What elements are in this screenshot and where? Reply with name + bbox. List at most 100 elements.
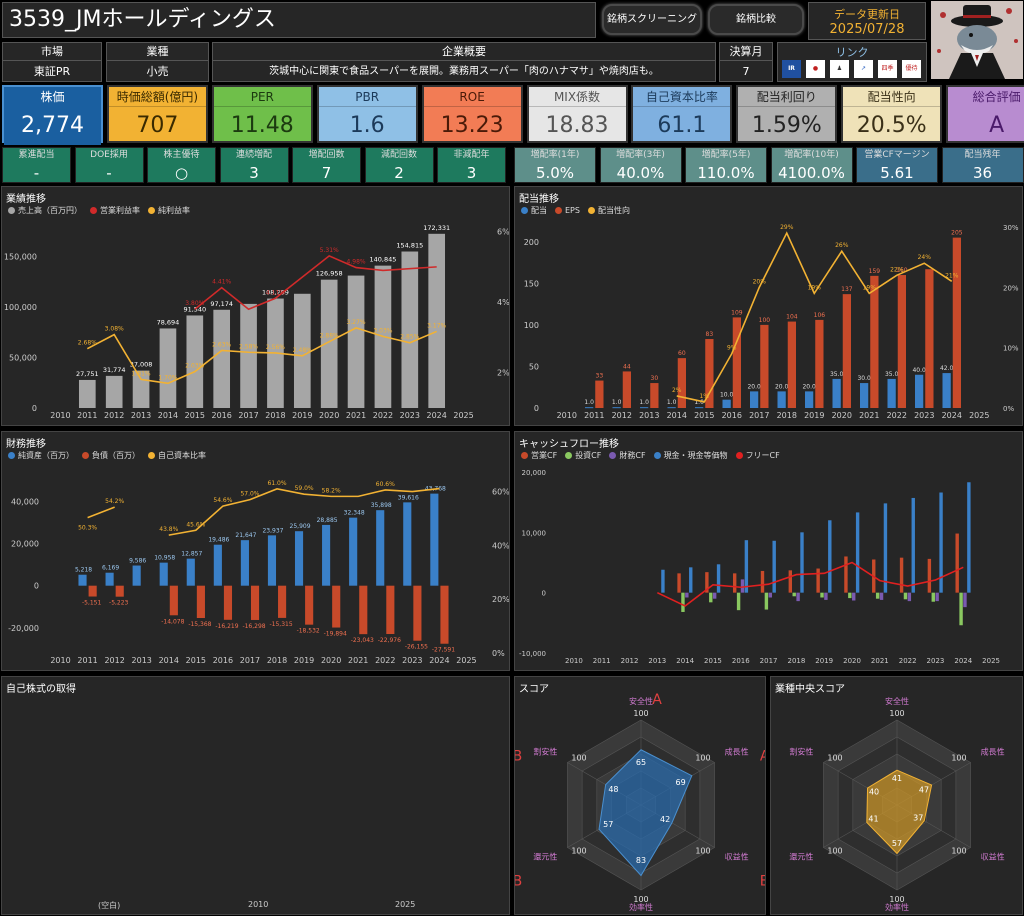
equity-bar: [132, 565, 141, 586]
legend-dot-icon: [653, 452, 661, 459]
ind-panel: 業種中央スコア 41 47 37 57 41 40 100 安全性 100 成長性 100 収益性 10…: [770, 676, 1023, 915]
kpi-label: 配当利回り: [738, 87, 836, 107]
x-tick-label: 2025: [982, 657, 1000, 665]
div-chart: 0 50 100 150 200 0% 10% 20% 30% 2010 2011 2012 2013 2…: [524, 224, 1019, 420]
kpi-card-8: 配当性向 20.5%: [841, 85, 943, 143]
dividend-data-label: 1.0: [667, 399, 677, 406]
radar-max-label: 100: [827, 754, 842, 763]
fin-legend: 純資産（百万） 負債（百万） 自己資本比率: [8, 450, 214, 461]
sales-bar: [186, 315, 204, 408]
debt-data-label: -18,532: [297, 628, 320, 635]
cash-bar: [772, 540, 776, 593]
x-tick-label: 2010: [565, 657, 583, 665]
investing-cf-bar: [820, 592, 824, 598]
radar-max-label: 100: [695, 847, 710, 856]
kabutan-link-icon[interactable]: ●: [806, 60, 825, 78]
sales-data-label: 91,540: [183, 305, 206, 313]
fin-title: 財務推移: [6, 439, 46, 450]
net-margin-data-label: 2.63%: [212, 341, 231, 348]
equity-bar: [213, 544, 222, 586]
equity-bar: [403, 502, 412, 586]
y-tick-label: 0: [534, 404, 539, 413]
chart-link-icon[interactable]: ↗: [854, 60, 873, 78]
legend-label: 純利益率: [158, 206, 190, 215]
radar-max-label: 100: [633, 709, 648, 718]
net-margin-data-label: 2.88%: [320, 333, 339, 340]
debt-data-label: -23,043: [351, 637, 374, 644]
mini-kpi-value: 110.0%: [697, 164, 755, 182]
shikiho-link-icon[interactable]: 四季: [878, 60, 897, 78]
net-margin-data-label: 2.48%: [293, 347, 312, 354]
mascot-image: [931, 1, 1023, 79]
cash-bar: [689, 567, 693, 593]
financing-cf-bar: [712, 592, 717, 599]
kpi-value: 20.5%: [856, 113, 927, 138]
x-tick-label: 2017: [240, 656, 260, 665]
operating-cf-bar: [844, 556, 848, 593]
payout-data-label: 24%: [918, 254, 932, 261]
dividend-data-label: 20.0: [802, 383, 816, 390]
mini-kpi-4: 増配回数 7: [292, 147, 361, 183]
summary-box: 企業概要 茨城中心に関東で食品スーパーを展開。業務用スーパー「肉のハナマサ」や焼…: [212, 42, 716, 82]
payout-data-label: 26%: [835, 242, 849, 249]
eps-bar: [705, 339, 714, 408]
sales-data-label: 108,289: [262, 289, 289, 297]
legend-label: 自己資本比率: [158, 451, 206, 460]
person-link-icon[interactable]: ♟: [830, 60, 849, 78]
x-tick-label: 2024: [942, 411, 962, 420]
operating-cf-bar: [788, 570, 793, 593]
div-title: 配当推移: [519, 194, 559, 205]
fiscal-box: 決算月 7: [719, 42, 773, 82]
equity-data-label: 10,958: [154, 555, 175, 562]
kpi-card-0: 株価 2,774: [2, 85, 103, 145]
investing-cf-bar: [736, 592, 741, 611]
legend-item: EPS: [555, 206, 580, 215]
debt-bar: [359, 585, 368, 635]
dividend-data-label: 20.0: [747, 383, 761, 390]
debt-bar: [386, 585, 395, 635]
sales-data-label: 31,774: [103, 366, 126, 374]
mini-kpi-value: 4100.0%: [778, 164, 845, 182]
y2-tick-label: 4%: [497, 298, 510, 307]
equity-data-label: 28,885: [317, 517, 338, 524]
operating-cf-bar: [899, 557, 904, 593]
compare-button[interactable]: 銘柄比較: [708, 4, 804, 35]
equity-ratio-data-label: 58.2%: [322, 487, 341, 494]
sales-data-label: 78,694: [157, 318, 180, 326]
net-margin-data-label: 2.56%: [266, 344, 285, 351]
net-margin-data-label: 3.27%: [347, 319, 366, 326]
op-margin-data-label: 5.31%: [320, 247, 339, 254]
cash-bar: [716, 564, 721, 593]
radar-axis-label: 効率性: [629, 902, 653, 912]
y-tick-label: 20,000: [522, 469, 547, 477]
radar-max-label: 100: [951, 754, 966, 763]
mini-kpi-label: 連続増配: [235, 150, 272, 160]
screening-button[interactable]: 銘柄スクリーニング: [602, 4, 702, 35]
debt-data-label: -5,151: [82, 600, 102, 607]
y-tick-label: 50: [529, 362, 539, 371]
x-tick-label: 2024: [429, 656, 449, 665]
investing-cf-bar: [875, 592, 880, 599]
debt-data-label: -16,219: [215, 623, 238, 630]
mini-kpi-label: 営業CFマージン: [864, 150, 930, 160]
debt-bar: [250, 585, 260, 620]
kpi-card-7: 配当利回り 1.59%: [736, 85, 838, 143]
mini-kpi-label: 配当残年: [964, 150, 1001, 160]
operating-cf-bar: [677, 573, 681, 593]
mini-kpi-value: 36: [972, 164, 993, 182]
legend-label: 売上高（百万円）: [18, 206, 82, 215]
mini-kpi-label: 株主優待: [163, 150, 200, 160]
net-margin-data-label: 2.58%: [239, 343, 258, 350]
debt-bar: [88, 585, 97, 597]
ir-link-icon[interactable]: IR: [782, 60, 801, 78]
x-tick-label: 2019: [292, 411, 312, 420]
financing-cf-bar: [824, 592, 828, 600]
yutai-link-icon[interactable]: 優待: [902, 60, 921, 78]
debt-data-label: -5,223: [109, 600, 129, 607]
sales-data-label: 97,174: [210, 300, 233, 308]
sales-data-label: 27,751: [76, 370, 99, 378]
equity-data-label: 23,937: [262, 527, 283, 534]
div-legend: 配当 EPS 配当性向: [521, 205, 638, 216]
kpi-label: PER: [213, 87, 311, 107]
eps-data-label: 160: [896, 267, 908, 274]
